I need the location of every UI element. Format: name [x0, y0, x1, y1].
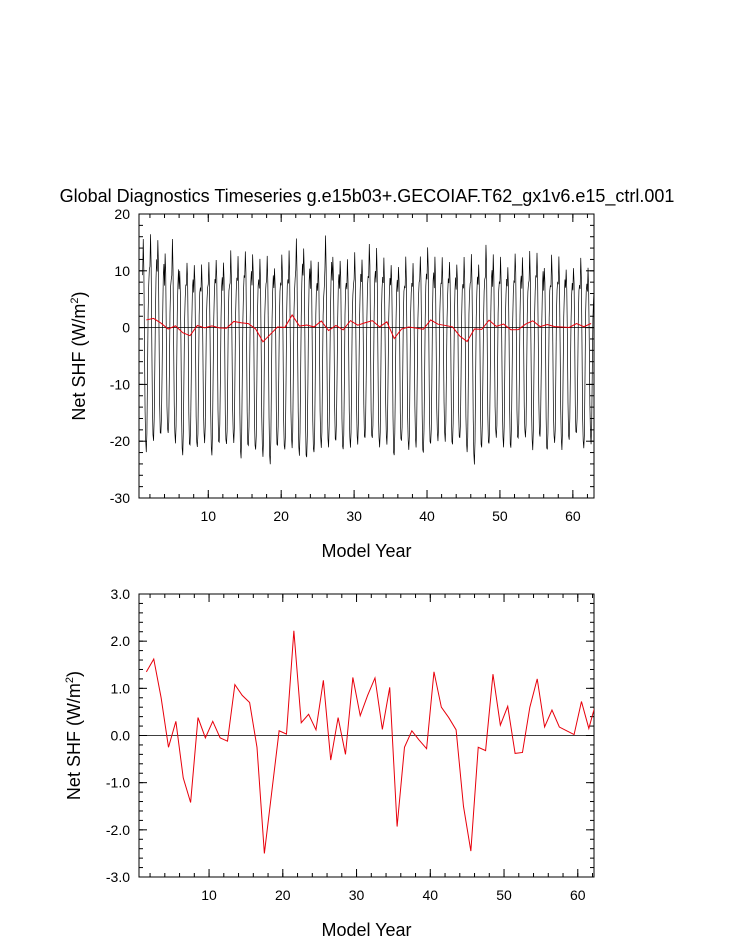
x-tick-label: 50	[496, 887, 512, 903]
chart-title: Global Diagnostics Timeseries g.e15b03+.…	[60, 186, 675, 207]
y-tick-label: 10	[114, 263, 130, 279]
plot-frame	[138, 213, 595, 499]
y-tick-label: 20	[114, 206, 130, 222]
y-axis-title: Net SHF (W/m2)	[64, 671, 84, 800]
y-axis-title-superscript: 2	[69, 297, 81, 303]
x-tick-label: 20	[273, 508, 289, 524]
series-annual-line	[145, 630, 594, 854]
series-annual-line	[146, 314, 592, 343]
y-axis-title-main: Net SHF (W/m	[69, 304, 89, 421]
y-tick-label: -20	[110, 433, 130, 449]
x-tick-label: 30	[346, 508, 362, 524]
x-tick-label: 50	[492, 508, 508, 524]
y-tick-label: 1.0	[111, 680, 131, 696]
y-tick-label: -30	[110, 490, 130, 506]
x-tick-label: 40	[422, 887, 438, 903]
x-tick-label: 60	[565, 508, 581, 524]
x-axis-title: Model Year	[321, 541, 411, 561]
y-axis-title-end: )	[64, 671, 84, 677]
x-tick-label: 60	[570, 887, 586, 903]
x-tick-label: 40	[419, 508, 435, 524]
top-plot-monthly-and-annual: 20 10 0 -10 -20 -30 10 20 30 40 50 60 Model Year Net …	[69, 206, 595, 561]
y-axis-title-end: )	[69, 291, 89, 297]
series-monthly-line	[142, 234, 594, 465]
y-tick-label: 0	[122, 320, 130, 336]
y-tick-label: -3.0	[106, 869, 130, 885]
x-tick-label: 10	[200, 508, 216, 524]
y-tick-label: -2.0	[106, 822, 130, 838]
y-tick-label: -1.0	[106, 775, 130, 791]
x-tick-label: 10	[201, 887, 217, 903]
y-axis-title-superscript: 2	[64, 677, 76, 683]
x-tick-label: 30	[349, 887, 365, 903]
y-axis-title: Net SHF (W/m2)	[69, 291, 89, 420]
y-tick-label: 0.0	[111, 728, 131, 744]
x-axis-title: Model Year	[321, 920, 411, 940]
x-tick-label: 20	[275, 887, 291, 903]
y-tick-label: 3.0	[111, 586, 131, 602]
y-axis-title-main: Net SHF (W/m	[64, 683, 84, 800]
y-tick-label: 2.0	[111, 633, 131, 649]
bottom-plot-annual: 3.0 2.0 1.0 0.0 -1.0 -2.0 -3.0 10 20 30 40 50 60 Mode…	[64, 586, 595, 940]
y-tick-label: -10	[110, 376, 130, 392]
